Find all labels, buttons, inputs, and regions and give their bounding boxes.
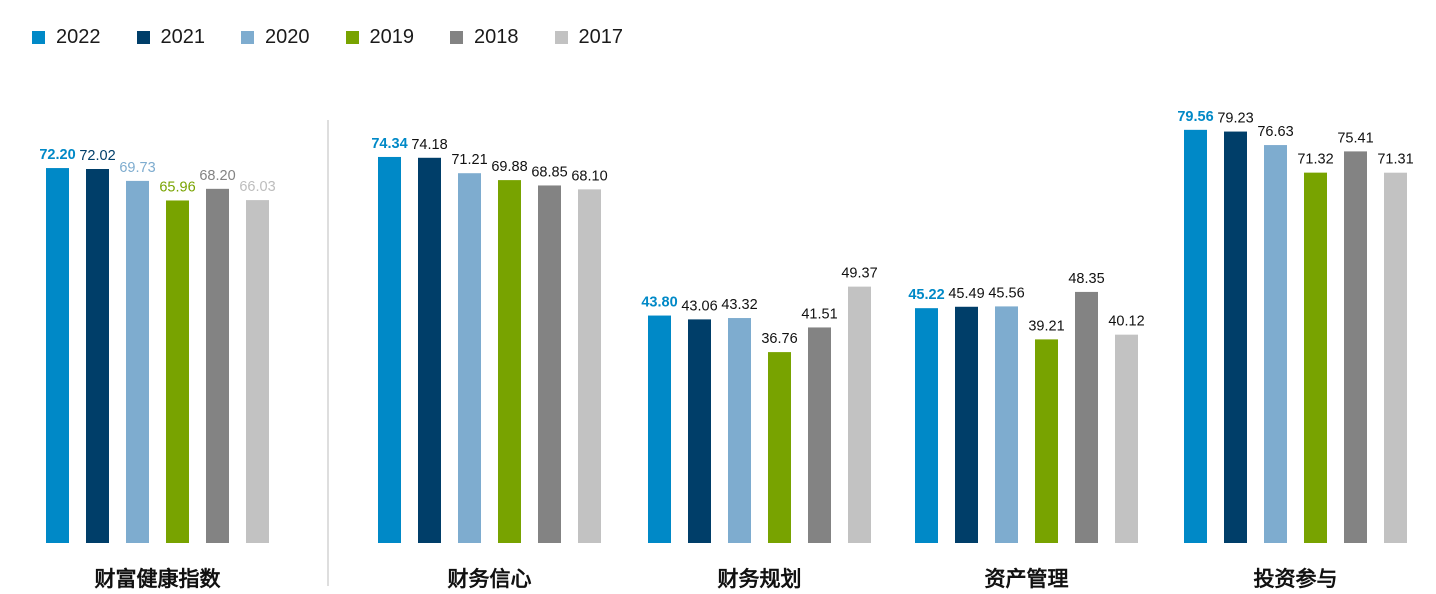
- bar-3-2022[interactable]: [915, 308, 938, 543]
- data-label-4-2018: 75.41: [1337, 130, 1373, 146]
- bar-1-2021[interactable]: [418, 157, 441, 543]
- bar-0-2017[interactable]: [246, 200, 269, 544]
- legend-item-2017[interactable]: 2017: [554, 25, 624, 49]
- bar-3-2019[interactable]: [1035, 339, 1058, 543]
- data-label-0-2018: 68.20: [199, 168, 235, 184]
- bar-3-2017[interactable]: [1115, 334, 1138, 543]
- bar-0-2018[interactable]: [206, 188, 229, 543]
- data-label-4-2021: 79.23: [1217, 111, 1253, 127]
- bar-2-2021[interactable]: [688, 319, 711, 543]
- legend-label-2020: 2020: [265, 25, 310, 48]
- bar-1-2019[interactable]: [498, 180, 521, 543]
- data-label-3-2022: 45.22: [908, 287, 944, 303]
- bar-group-3: 45.22 45.49 45.56 39.21 48.35 40.12: [908, 271, 1145, 543]
- data-label-3-2018: 48.35: [1068, 271, 1104, 287]
- legend-item-2018[interactable]: 2018: [450, 26, 519, 49]
- bar-4-2019[interactable]: [1304, 172, 1327, 543]
- data-label-3-2017: 40.12: [1108, 314, 1144, 330]
- bar-2-2017[interactable]: [848, 286, 871, 543]
- bar-4-2017[interactable]: [1384, 172, 1407, 543]
- bar-4-2018[interactable]: [1344, 151, 1367, 543]
- bar-4-2022[interactable]: [1184, 129, 1207, 544]
- bar-0-2019[interactable]: [166, 200, 189, 543]
- category-label-4: 投资参与: [1254, 567, 1338, 591]
- bar-1-2018[interactable]: [538, 185, 561, 543]
- data-label-0-2021: 72.02: [79, 148, 115, 164]
- bar-2-2019[interactable]: [768, 352, 791, 543]
- bar-3-2020[interactable]: [995, 306, 1018, 543]
- category-label-2: 财务规划: [718, 567, 802, 591]
- data-label-3-2020: 45.56: [988, 285, 1024, 301]
- data-label-1-2020: 71.21: [451, 152, 487, 168]
- data-label-0-2022: 72.20: [39, 147, 75, 163]
- legend-swatch-2022: [32, 30, 45, 44]
- bar-4-2021[interactable]: [1224, 131, 1247, 544]
- bar-2-2018[interactable]: [808, 327, 831, 543]
- legend-swatch-2018: [450, 30, 463, 44]
- bar-1-2022[interactable]: [378, 156, 401, 543]
- legend-swatch-2019: [345, 30, 359, 44]
- bar-1-2020[interactable]: [458, 173, 481, 543]
- category-label-0: 财富健康指数: [95, 567, 222, 591]
- legend-swatch-2017: [554, 30, 568, 44]
- data-label-2-2022: 43.80: [641, 295, 677, 311]
- category-label-1: 财务信心: [448, 567, 532, 591]
- bar-3-2021[interactable]: [955, 306, 978, 543]
- data-label-2-2021: 43.06: [681, 298, 717, 314]
- legend-label-2022: 2022: [56, 25, 101, 48]
- legend-label-2019: 2019: [369, 25, 415, 48]
- data-label-4-2019: 71.32: [1297, 152, 1333, 168]
- legend-item-2021[interactable]: 2021: [136, 25, 206, 49]
- data-label-1-2022: 74.34: [371, 136, 407, 152]
- data-label-1-2021: 74.18: [411, 137, 447, 153]
- legend-label-2017: 2017: [578, 25, 624, 48]
- bar-0-2022[interactable]: [46, 168, 69, 543]
- data-label-1-2018: 68.85: [531, 164, 567, 180]
- legend-label-2021: 2021: [160, 25, 206, 48]
- data-label-2-2020: 43.32: [721, 297, 757, 313]
- legend-swatch-2020: [241, 30, 254, 44]
- data-label-2-2019: 36.76: [761, 331, 797, 347]
- data-label-0-2017: 66.03: [239, 179, 275, 195]
- data-label-0-2020: 69.73: [119, 160, 155, 176]
- bar-2-2020[interactable]: [728, 318, 751, 543]
- data-label-0-2019: 65.96: [159, 179, 195, 195]
- legend-item-2020[interactable]: 2020: [241, 26, 310, 49]
- category-label-3: 资产管理: [985, 567, 1069, 591]
- bar-3-2018[interactable]: [1075, 291, 1098, 543]
- data-label-4-2017: 71.31: [1377, 152, 1413, 168]
- chart-legend: 2022 2021 2020 2019 2018 2017: [32, 22, 659, 52]
- data-label-4-2020: 76.63: [1257, 124, 1293, 140]
- bar-1-2017[interactable]: [578, 189, 601, 544]
- legend-item-2022[interactable]: 2022: [32, 26, 101, 49]
- data-label-1-2019: 69.88: [491, 159, 527, 175]
- data-label-3-2019: 39.21: [1028, 318, 1064, 334]
- data-label-2-2018: 41.51: [801, 306, 837, 322]
- legend-label-2018: 2018: [474, 25, 519, 48]
- bar-4-2020[interactable]: [1264, 145, 1287, 543]
- data-label-3-2021: 45.49: [948, 286, 984, 302]
- bar-0-2020[interactable]: [126, 180, 149, 544]
- legend-item-2019[interactable]: 2019: [345, 25, 415, 49]
- bar-0-2021[interactable]: [86, 169, 109, 544]
- bar-2-2022[interactable]: [648, 315, 671, 543]
- data-label-1-2017: 68.10: [571, 168, 607, 184]
- data-label-4-2022: 79.56: [1177, 109, 1213, 125]
- legend-swatch-2021: [136, 30, 150, 44]
- data-label-2-2017: 49.37: [841, 266, 877, 282]
